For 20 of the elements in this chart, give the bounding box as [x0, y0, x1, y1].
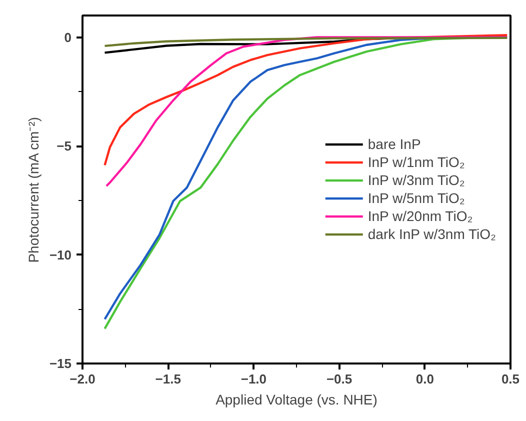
legend-label: bare InP — [368, 135, 421, 153]
x-tick-label: 0.5 — [501, 372, 520, 386]
x-tick-label: 0.0 — [416, 372, 434, 386]
legend-label: InP w/1nm TiO₂ — [368, 153, 465, 171]
x-tick-label: −1.5 — [155, 372, 181, 386]
line-series — [105, 36, 508, 188]
x-axis-title: Applied Voltage (vs. NHE) — [216, 392, 378, 408]
x-tick-label: −2.0 — [70, 372, 96, 386]
y-tick-label: −15 — [49, 356, 72, 371]
legend-label: dark InP w/3nm TiO₂ — [368, 225, 496, 243]
legend-label: InP w/20nm TiO₂ — [368, 207, 473, 225]
y-tick-label: −5 — [56, 138, 72, 154]
x-tick-label: −1.0 — [240, 372, 267, 386]
line-series — [104, 36, 508, 48]
legend-label: InP w/5nm TiO₂ — [368, 189, 465, 207]
y-tick-label: −10 — [49, 247, 72, 262]
legend-label: InP w/3nm TiO₂ — [368, 171, 465, 189]
y-tick-label: 0 — [64, 30, 72, 45]
y-axis-title: Photocurrent (mA cm⁻²) — [25, 116, 42, 263]
x-tick-label: −0.5 — [326, 372, 352, 386]
